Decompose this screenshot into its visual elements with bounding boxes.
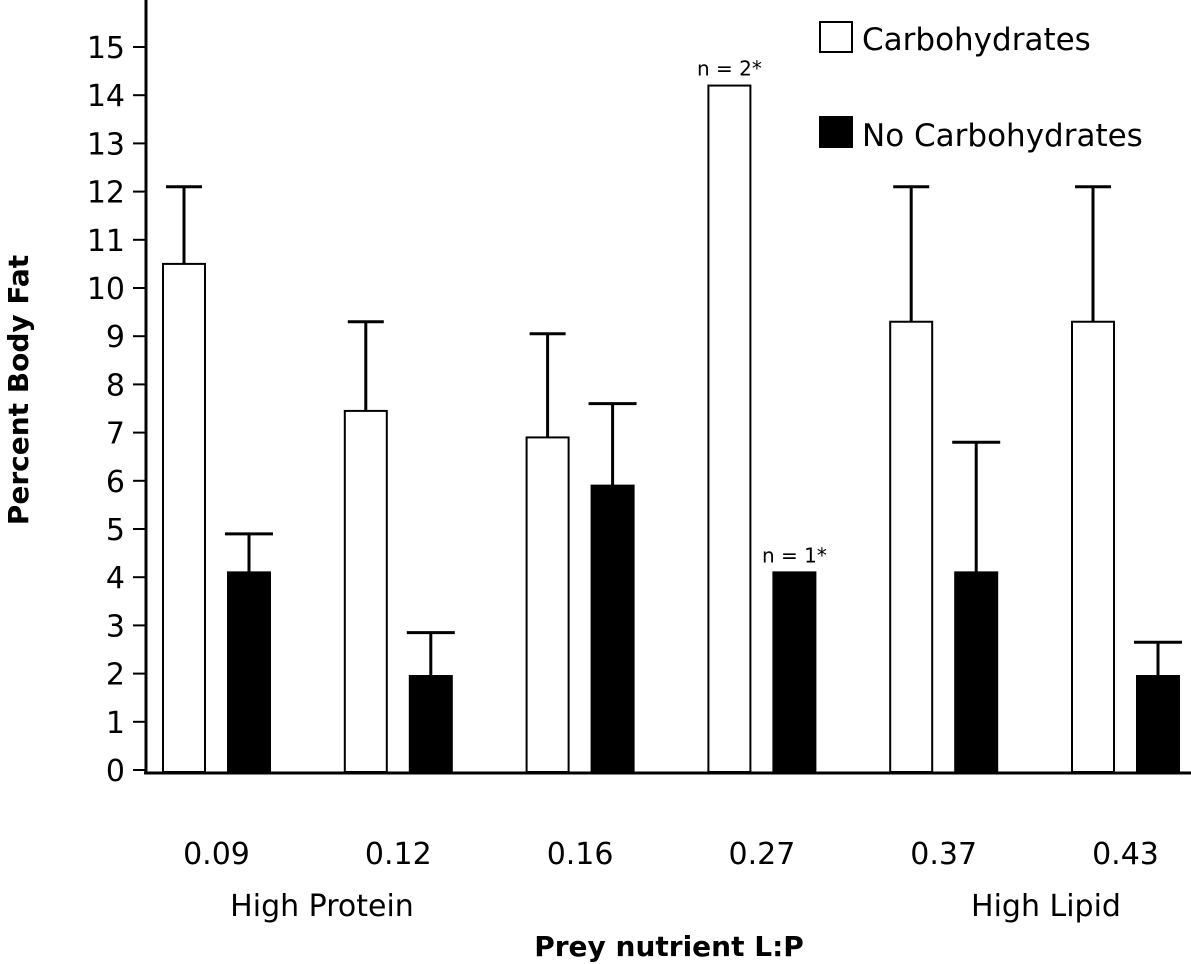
y-tick-label-1: 1 bbox=[106, 706, 125, 741]
bar-carbohydrates-0.43 bbox=[1071, 320, 1115, 773]
bar-no-carbohydrates-0.12 bbox=[408, 675, 453, 774]
x-tick-label-0.09: 0.09 bbox=[183, 837, 250, 872]
bar-carbohydrates-0.27 bbox=[707, 84, 752, 773]
legend-label-carbohydrates: Carbohydrates bbox=[862, 22, 1091, 58]
x-axis-title: Prey nutrient L:P bbox=[534, 930, 804, 963]
legend: Carbohydrates No Carbohydrates bbox=[819, 21, 1143, 154]
x-tick-label-0.27: 0.27 bbox=[729, 837, 796, 872]
bar-carbohydrates-0.09 bbox=[162, 262, 206, 773]
bar-no-carbohydrates-0.43 bbox=[1136, 675, 1180, 774]
group-label-high-protein: High Protein bbox=[230, 889, 414, 924]
y-tick-label-6: 6 bbox=[106, 465, 125, 500]
bar-carbohydrates-0.12 bbox=[343, 409, 388, 773]
y-tick-label-2: 2 bbox=[106, 658, 125, 693]
y-axis-title: Percent Body Fat bbox=[2, 255, 35, 525]
bars-layer bbox=[162, 84, 1180, 774]
y-tick-label-7: 7 bbox=[106, 417, 125, 452]
y-tick-label-11: 11 bbox=[87, 224, 125, 259]
x-tick-label-0.16: 0.16 bbox=[547, 837, 614, 872]
y-tick-label-10: 10 bbox=[87, 272, 125, 307]
y-tick-label-0: 0 bbox=[106, 754, 125, 789]
legend-label-no-carbohydrates: No Carbohydrates bbox=[862, 118, 1143, 154]
annotations-layer: n = 2* n = 1* bbox=[697, 57, 827, 568]
bar-carbohydrates-0.16 bbox=[525, 436, 570, 773]
error-bars-layer bbox=[166, 185, 1182, 677]
bar-carbohydrates-0.37 bbox=[889, 320, 934, 773]
y-tick-label-9: 9 bbox=[106, 320, 125, 355]
y-tick-label-4: 4 bbox=[106, 561, 125, 596]
annotation-1: n = 2* bbox=[697, 57, 762, 81]
bar-no-carbohydrates-0.09 bbox=[227, 571, 271, 773]
bar-no-carbohydrates-0.37 bbox=[954, 571, 999, 773]
annotation-2: n = 1* bbox=[762, 543, 827, 567]
y-tick-label-12: 12 bbox=[87, 176, 125, 211]
y-tick-label-15: 15 bbox=[87, 31, 125, 66]
y-tick-label-3: 3 bbox=[106, 609, 125, 644]
bar-no-carbohydrates-0.27 bbox=[772, 571, 817, 773]
x-labels-layer: 0.09 0.12 0.16 0.27 0.37 0.43 bbox=[183, 837, 1159, 872]
bar-no-carbohydrates-0.16 bbox=[590, 484, 635, 773]
y-tick-label-5: 5 bbox=[106, 513, 125, 548]
x-tick-label-0.37: 0.37 bbox=[910, 837, 977, 872]
y-tick-label-14: 14 bbox=[87, 79, 125, 114]
axes-layer bbox=[144, 0, 1191, 775]
x-tick-label-0.12: 0.12 bbox=[365, 837, 432, 872]
y-tick-label-8: 8 bbox=[106, 368, 125, 403]
legend-swatch-carbohydrates bbox=[819, 21, 853, 53]
y-tick-label-13: 13 bbox=[87, 127, 125, 162]
x-tick-label-0.43: 0.43 bbox=[1092, 837, 1159, 872]
legend-swatch-no-carbohydrates bbox=[819, 116, 853, 148]
group-label-high-lipid: High Lipid bbox=[971, 889, 1121, 924]
